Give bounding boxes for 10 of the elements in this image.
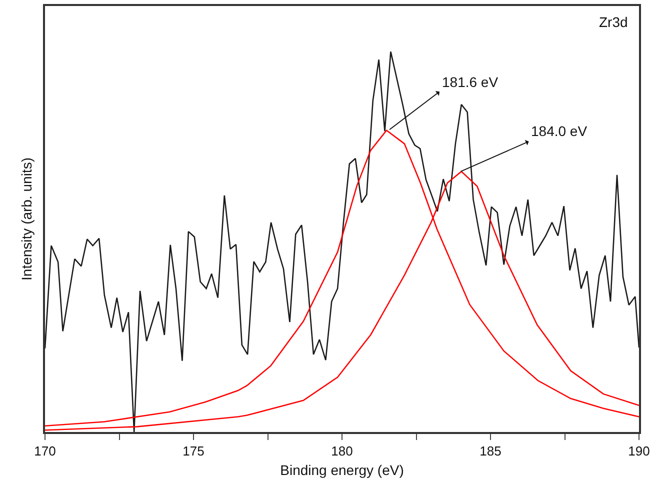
text: Zr3d [599,14,628,30]
x-tick-label: 175 [182,443,204,458]
y-axis-title: Intensity (arb. units) [18,158,34,280]
x-tick-label: 190 [628,443,650,458]
annotation: 184.0 eV [531,123,588,139]
x-tick-label: 170 [34,443,56,458]
annotation: 181.6 eV [442,74,499,90]
x-tick-label: 185 [480,443,502,458]
x-axis-title: Binding energy (eV) [280,462,404,478]
x-tick-label: 180 [331,443,353,458]
